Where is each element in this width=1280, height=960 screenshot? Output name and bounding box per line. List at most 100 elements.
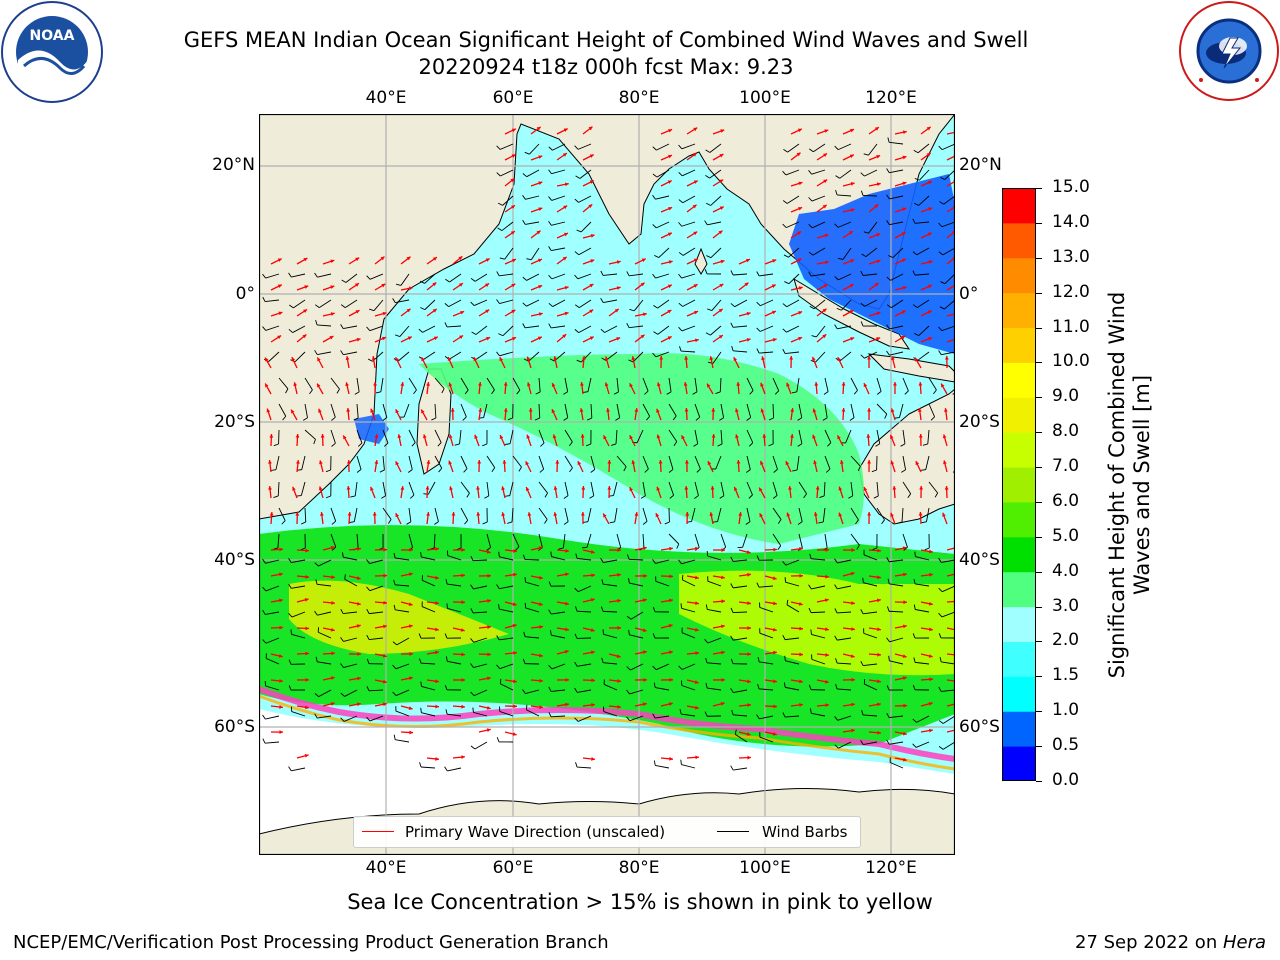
wind-barb (681, 663, 696, 670)
wind-barb (889, 637, 904, 643)
wave-arrow-head (370, 408, 374, 413)
wind-barb (395, 299, 410, 304)
wind-barb-feather (652, 146, 657, 151)
wind-barb (798, 507, 803, 522)
wind-barb-feather (315, 319, 318, 326)
wave-arrow-head (822, 308, 827, 313)
wind-barb-feather (849, 417, 855, 421)
wind-barb-feather (886, 712, 890, 718)
wave-arrow-head (617, 598, 621, 603)
wind-barb (317, 324, 332, 327)
wave-arrow-head (629, 487, 633, 492)
wind-barb-feather (290, 629, 292, 635)
wind-barb-feather (857, 466, 861, 472)
wind-barb-feather (470, 691, 475, 696)
wave-arrow-head (684, 408, 689, 412)
wind-barb (294, 351, 306, 363)
wind-barb (395, 710, 410, 717)
wave-arrow-head (265, 357, 269, 362)
wave-arrow-head (330, 285, 335, 289)
wave-arrow-head (565, 627, 569, 632)
wind-barb-feather (809, 305, 815, 310)
wave-arrow-head (877, 652, 881, 657)
wind-barb-feather (664, 521, 670, 525)
wind-barb-feather (369, 308, 375, 312)
wave-arrow-head (451, 512, 456, 516)
wave-arrow-head (473, 357, 478, 362)
colorbar-tick-label: 3.0 (1052, 595, 1080, 616)
wind-barb-feather (445, 656, 448, 662)
wind-barb (941, 351, 956, 356)
wind-barb (291, 611, 306, 618)
wind-barb (785, 169, 800, 176)
wave-arrow-head (426, 382, 430, 386)
wave-arrow-head (356, 624, 361, 628)
wave-arrow-head (798, 601, 803, 606)
wave-arrow-head (487, 652, 491, 657)
wind-barb-feather (444, 766, 448, 772)
wave-arrow-head (435, 650, 439, 655)
wave-arrow-head (589, 180, 594, 184)
wind-barb (603, 299, 618, 303)
wave-arrow-head (720, 259, 725, 264)
wave-arrow-head (434, 575, 439, 580)
wind-barb-feather (705, 332, 711, 336)
wind-barb-feather (472, 707, 474, 713)
colorbar-segment (1002, 467, 1036, 503)
wave-arrow-head (642, 650, 647, 655)
wind-barb-feather (652, 559, 656, 564)
wind-barb (447, 713, 462, 717)
wind-barb-feather (730, 635, 734, 641)
wave-arrow-head (928, 207, 933, 211)
wave-height-map (258, 113, 965, 856)
wind-barb (735, 733, 748, 743)
wind-barb (577, 766, 592, 769)
wind-barb (864, 351, 878, 359)
wind-barb-feather (626, 666, 631, 671)
wind-barb (668, 455, 674, 470)
wind-barb (850, 377, 858, 391)
wave-arrow-head (851, 627, 855, 631)
wave-arrow-head (617, 626, 621, 630)
wind-barb-feather (678, 665, 683, 670)
colorbar-tick-label: 2.0 (1052, 630, 1080, 651)
wind-barb (265, 585, 280, 592)
wave-arrow-head (432, 308, 437, 313)
wind-barb (720, 403, 725, 418)
nws-logo (1178, 0, 1280, 102)
wave-arrow-head (499, 357, 504, 362)
wind-barb (941, 611, 956, 618)
wave-arrow-head (902, 286, 907, 290)
wave-arrow-head (422, 434, 427, 439)
wind-barb (501, 221, 514, 231)
wind-barb (551, 611, 566, 615)
lon-label-top-80e: 80°E (618, 88, 660, 108)
wind-barb (427, 481, 436, 495)
wind-barb (850, 455, 861, 467)
wind-barb (668, 377, 672, 392)
wave-arrow-head (773, 547, 777, 552)
wind-barb (382, 429, 389, 444)
wave-arrow-head (400, 486, 405, 490)
wave-arrow-head (790, 408, 795, 412)
wave-arrow-head (269, 434, 274, 438)
wave-arrow-head (279, 730, 283, 734)
wave-arrow-head (512, 336, 517, 341)
wind-barb-feather (548, 169, 552, 175)
wave-arrow-head (851, 677, 855, 682)
wave-arrow-head (668, 702, 673, 706)
wind-barb (529, 143, 540, 155)
wind-barb (733, 689, 748, 694)
wind-barb (278, 507, 286, 521)
wave-arrow-head (356, 576, 361, 580)
wind-barb (580, 351, 592, 363)
wave-arrow-head (772, 576, 777, 581)
wind-barb (811, 585, 826, 590)
wind-barb (864, 683, 878, 691)
wind-barb-feather (860, 172, 865, 177)
wind-barb-feather (834, 558, 838, 564)
wave-arrow-head (941, 383, 945, 388)
wind-barb (330, 429, 336, 444)
wind-barb (655, 559, 670, 564)
wave-arrow-head (435, 627, 439, 632)
